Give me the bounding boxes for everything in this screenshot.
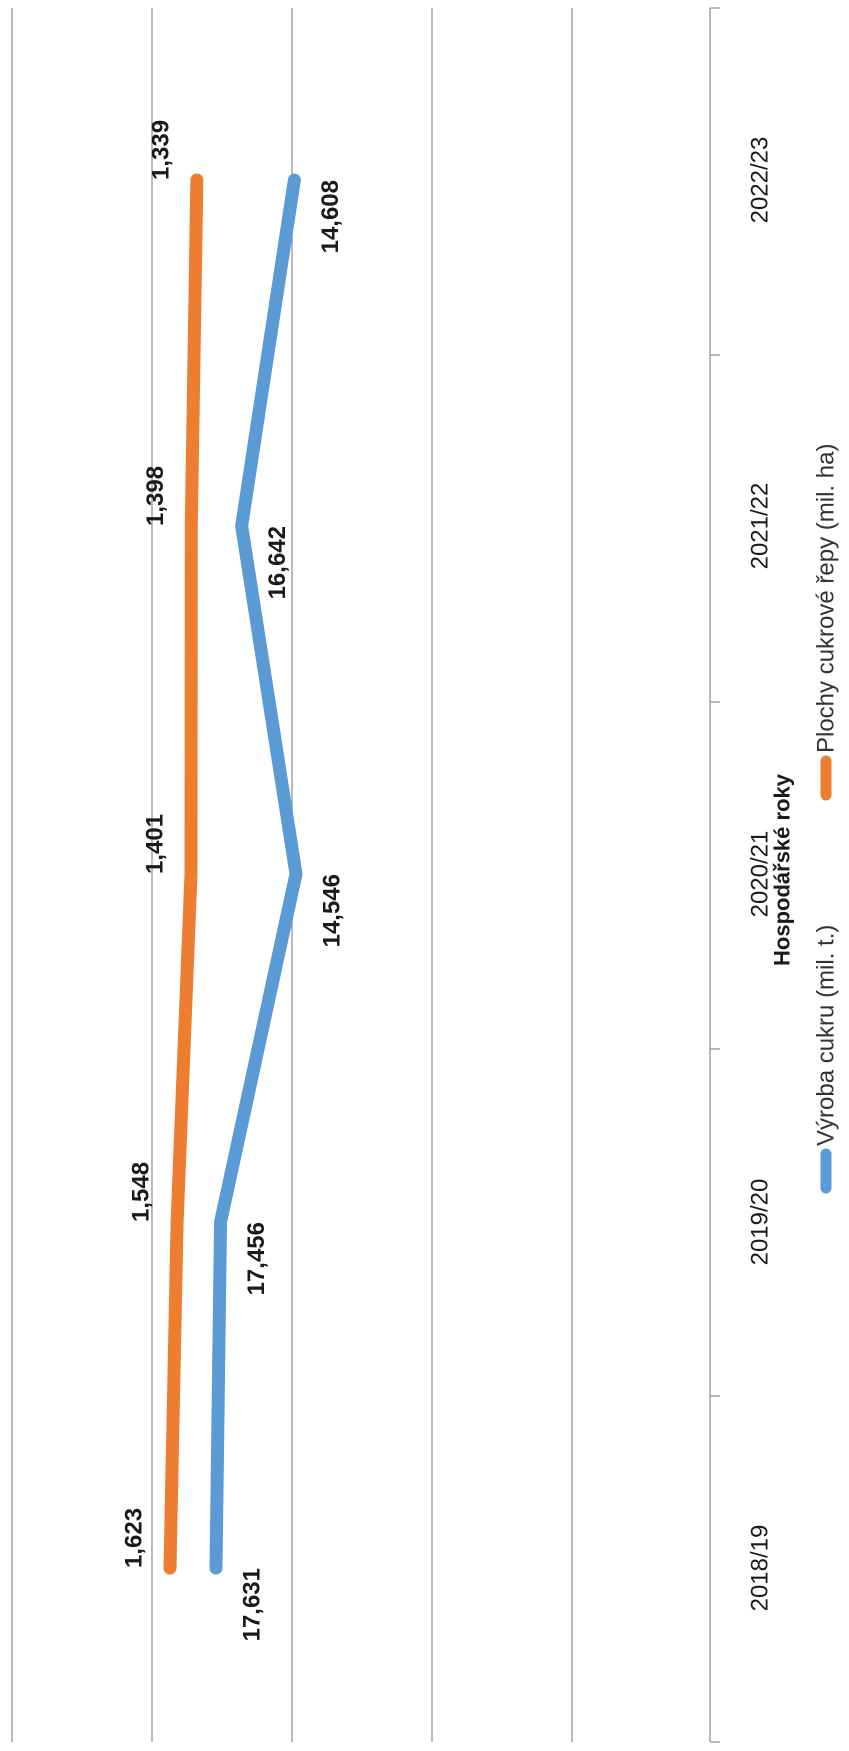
x-tick-label: 2019/20 — [747, 1179, 774, 1266]
data-labels: 17,631 17,456 14,546 16,642 14,608 1,623 1,548… — [121, 120, 346, 1641]
legend-item-beet-area: Plochy cukrové řepy (mil. ha) — [813, 444, 840, 801]
legend: Výroba cukru (mil. t.) Plochy cukrové řep… — [813, 444, 840, 1194]
legend-label: Plochy cukrové řepy (mil. ha) — [813, 444, 840, 753]
x-tick-label: 2021/22 — [747, 483, 774, 570]
legend-item-sugar-production: Výroba cukru (mil. t.) — [813, 925, 840, 1194]
x-tick-label: 2018/19 — [747, 1525, 774, 1612]
series-line-beet-area — [163, 173, 204, 1575]
series-line-sugar-production — [209, 173, 303, 1575]
data-label: 16,642 — [264, 526, 291, 599]
x-axis-title: Hospodářské roky — [770, 773, 795, 966]
data-label: 1,548 — [128, 1162, 155, 1222]
data-label: 1,339 — [147, 120, 174, 180]
data-label: 1,398 — [142, 466, 169, 526]
series-lines — [163, 173, 303, 1575]
data-label: 17,631 — [239, 1568, 266, 1641]
data-label: 14,608 — [317, 180, 344, 253]
legend-label: Výroba cukru (mil. t.) — [813, 925, 840, 1146]
data-label: 1,401 — [142, 814, 169, 874]
data-label: 1,623 — [121, 1508, 148, 1568]
data-label: 14,546 — [319, 874, 346, 947]
x-tick-label: 2022/23 — [747, 137, 774, 224]
category-axis: 2018/19 2019/20 2020/21 2021/22 2022/23 — [709, 7, 774, 1743]
data-label: 17,456 — [243, 1222, 270, 1295]
x-tick-label: 2020/21 — [747, 831, 774, 918]
